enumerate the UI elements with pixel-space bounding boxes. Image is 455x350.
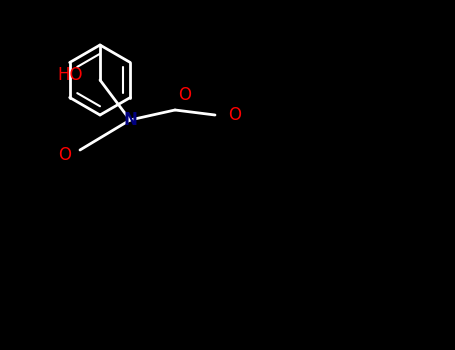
Text: O: O [59, 146, 71, 164]
Text: HO: HO [57, 66, 83, 84]
Text: O: O [228, 106, 242, 124]
Text: O: O [178, 86, 192, 104]
Text: N: N [123, 111, 137, 129]
